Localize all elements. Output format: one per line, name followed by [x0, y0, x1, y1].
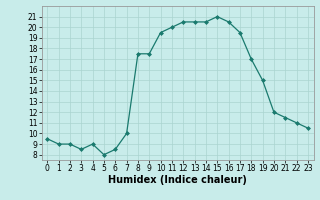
X-axis label: Humidex (Indice chaleur): Humidex (Indice chaleur)	[108, 175, 247, 185]
